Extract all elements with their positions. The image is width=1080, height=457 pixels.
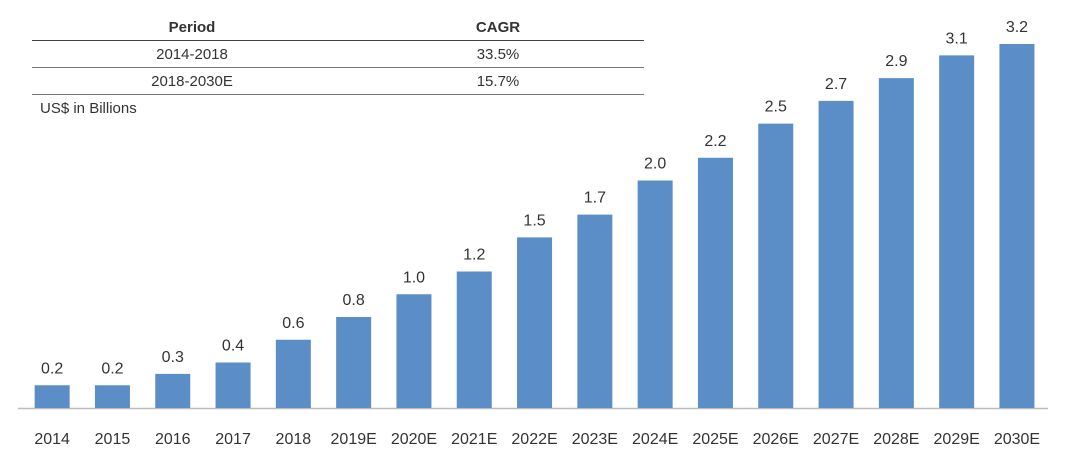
x-tick-label: 2027E — [813, 431, 859, 448]
bar-2021E — [456, 271, 492, 408]
x-tick-label: 2022E — [511, 431, 557, 448]
value-label: 3.1 — [946, 30, 968, 47]
bar-2019E — [336, 317, 372, 408]
x-tick-label: 2025E — [692, 431, 738, 448]
bar-2017 — [215, 362, 251, 408]
x-tick-label: 2026E — [753, 431, 799, 448]
cagr-table-header: Period CAGR — [32, 14, 644, 41]
value-label: 0.2 — [41, 360, 63, 377]
cagr-cell: 15.7% — [352, 67, 644, 95]
x-tick-label: 2024E — [632, 431, 678, 448]
x-tick-label: 2028E — [873, 431, 919, 448]
period-header: Period — [32, 14, 352, 41]
value-label: 0.2 — [101, 360, 123, 377]
cagr-table: Period CAGR 2014-2018 33.5% 2018-2030E 1… — [32, 14, 644, 95]
bar-2018 — [275, 339, 311, 408]
table-row: 2018-2030E 15.7% — [32, 67, 644, 95]
bar-2014 — [34, 385, 70, 408]
x-tick-label: 2023E — [572, 431, 618, 448]
period-cell: 2014-2018 — [32, 40, 352, 68]
bar-2016 — [155, 373, 191, 408]
bar-2024E — [637, 180, 673, 408]
bar-2028E — [878, 78, 914, 408]
bar-2025E — [697, 157, 733, 408]
bar-2026E — [758, 123, 794, 408]
x-tick-label: 2029E — [934, 431, 980, 448]
value-label: 0.6 — [282, 315, 304, 332]
unit-label: US$ in Billions — [40, 100, 137, 117]
value-label: 2.7 — [825, 76, 847, 93]
value-label: 2.2 — [704, 133, 726, 150]
x-tick-label: 2019E — [331, 431, 377, 448]
bar-2020E — [396, 294, 432, 408]
value-label: 1.0 — [403, 269, 425, 286]
value-label: 1.2 — [463, 247, 485, 264]
value-label: 1.7 — [584, 190, 606, 207]
bar-2029E — [939, 55, 975, 408]
value-label: 0.4 — [222, 338, 244, 355]
bar-2015 — [94, 385, 130, 408]
value-label: 0.8 — [343, 292, 365, 309]
period-cell: 2018-2030E — [32, 67, 352, 95]
bar-2027E — [818, 100, 854, 408]
x-tick-label: 2015 — [95, 431, 131, 448]
x-tick-label: 2016 — [155, 431, 191, 448]
x-tick-label: 2014 — [34, 431, 70, 448]
table-row: 2014-2018 33.5% — [32, 40, 644, 68]
cagr-cell: 33.5% — [352, 40, 644, 68]
value-label: 0.3 — [162, 349, 184, 366]
value-label: 3.2 — [1006, 19, 1028, 36]
value-label: 2.5 — [765, 99, 787, 116]
x-tick-label: 2017 — [215, 431, 251, 448]
x-tick-label: 2018 — [276, 431, 312, 448]
bar-2022E — [517, 237, 553, 408]
x-tick-label: 2030E — [994, 431, 1040, 448]
value-label: 1.5 — [523, 212, 545, 229]
x-tick-label: 2021E — [451, 431, 497, 448]
value-label: 2.0 — [644, 156, 666, 173]
value-label: 2.9 — [885, 53, 907, 70]
bar-2023E — [577, 214, 613, 408]
bar-2030E — [999, 44, 1035, 408]
cagr-header: CAGR — [352, 14, 644, 41]
x-tick-label: 2020E — [391, 431, 437, 448]
